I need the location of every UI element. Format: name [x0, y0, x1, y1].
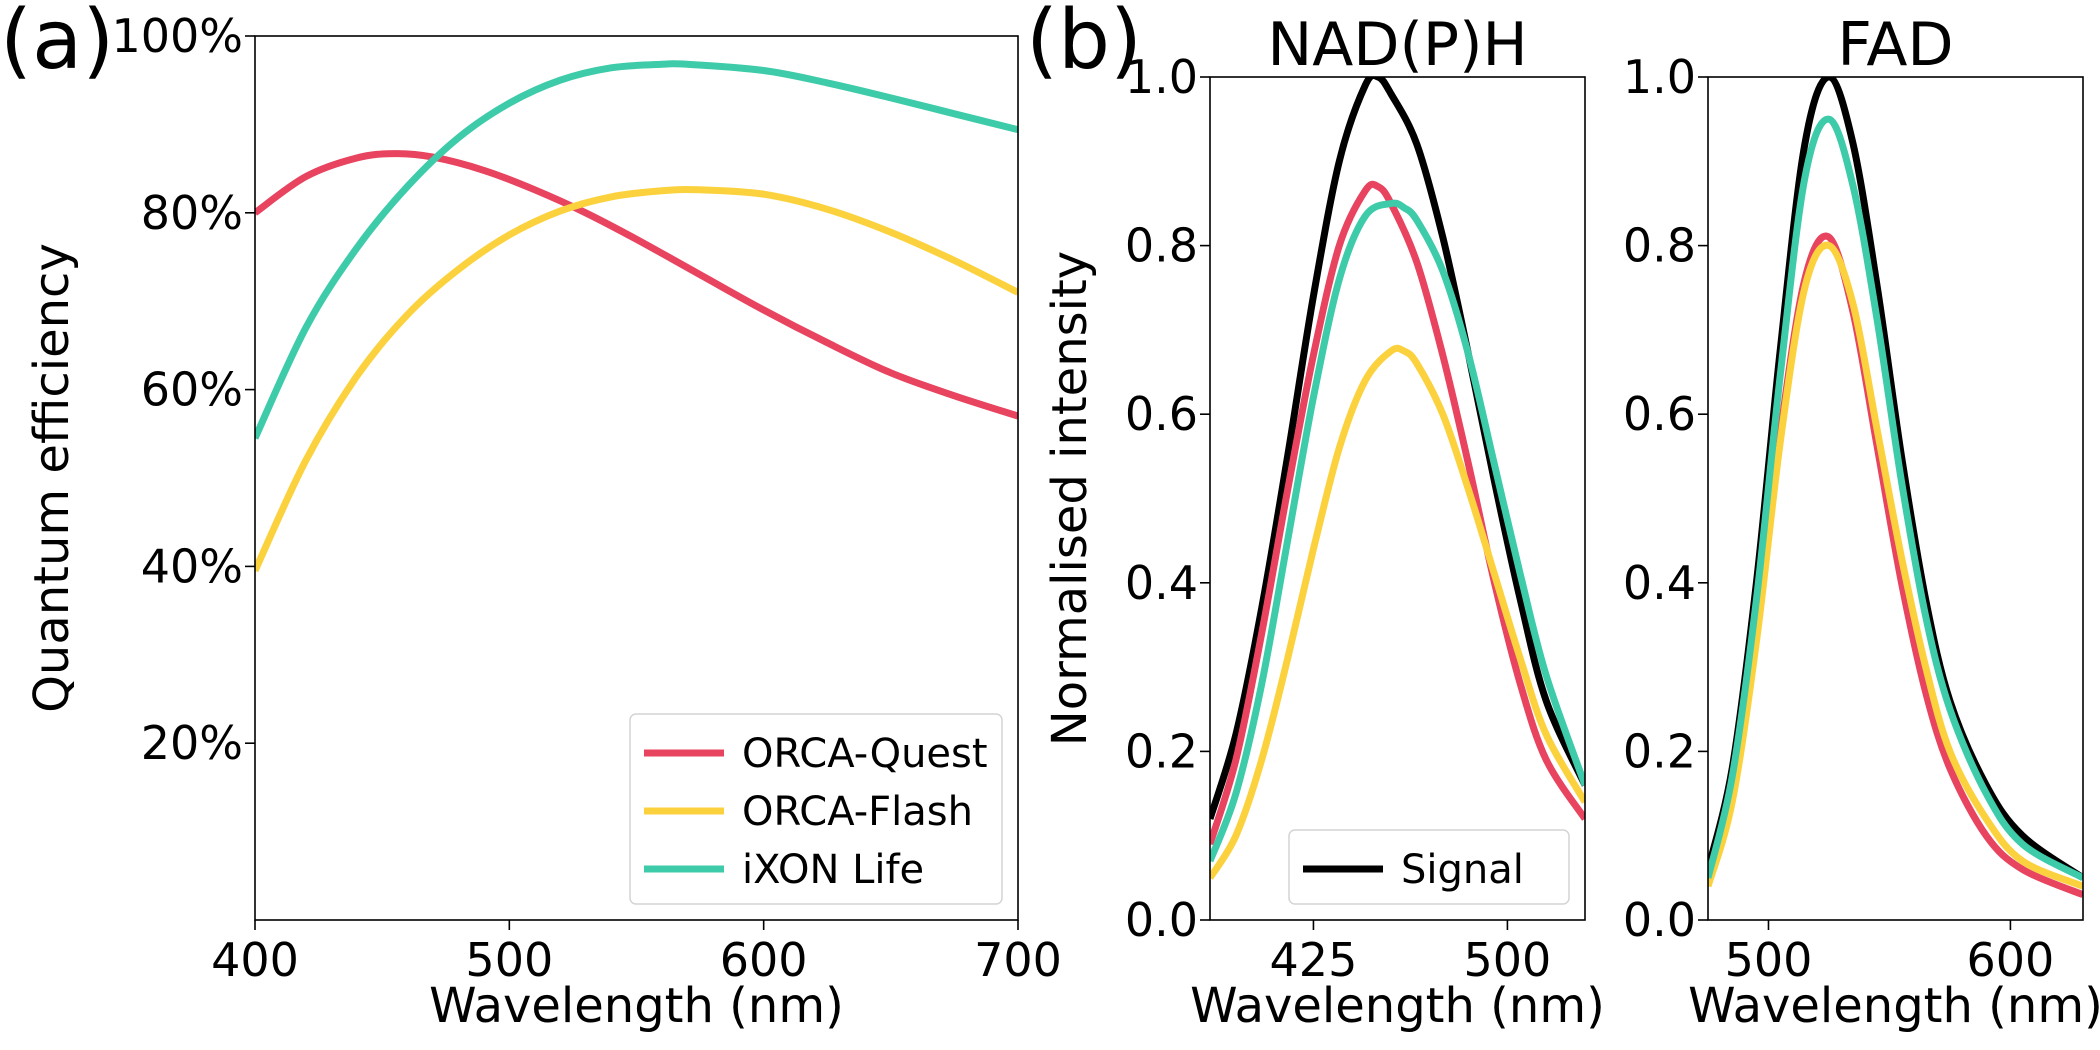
y-tick-label: 100% [111, 9, 243, 63]
y-tick-label: 0.6 [1623, 387, 1696, 441]
y-tick-label: 0.8 [1125, 219, 1198, 273]
y-tick-label: 60% [141, 363, 243, 417]
y-tick-label: 0.0 [1623, 893, 1696, 947]
panel-a-label: (a) [0, 0, 114, 88]
legend: Signal [1288, 829, 1570, 905]
y-tick-label: 0.2 [1623, 724, 1696, 778]
legend-box [1288, 829, 1570, 905]
series-line-ixon-life [1708, 115, 2083, 881]
x-tick-label: 500 [1464, 933, 1552, 987]
y-tick-label: 80% [141, 186, 243, 240]
plot-frame [254, 35, 1019, 921]
x-tick-label: 500 [1725, 933, 1813, 987]
x-axis-label: Wavelength (nm) [1190, 978, 1605, 1034]
x-tick-label: 425 [1270, 933, 1358, 987]
y-tick-label: 1.0 [1623, 50, 1696, 104]
series-line-orca-flash [1210, 344, 1585, 880]
legend-label: ORCA-Quest [742, 731, 988, 777]
x-tick-label: 600 [1967, 933, 2055, 987]
y-tick-label: 0.6 [1125, 387, 1198, 441]
y-tick-label: 0.8 [1623, 219, 1696, 273]
plot-frame [1707, 76, 2084, 921]
x-tick-label: 400 [211, 933, 299, 987]
y-tick-label: 20% [141, 716, 243, 770]
x-tick-label: 700 [974, 933, 1062, 987]
y-axis-label: Normalised intensity [1042, 251, 1098, 746]
series-line-orca-quest [255, 150, 1018, 420]
series-line-signal [1708, 77, 2083, 881]
chart-nadph: 425 500 0.0 0.2 0.4 0.6 0.8 1.0 Wavelength (nm) N… [1042, 10, 1605, 1034]
series-line-orca-flash [255, 186, 1018, 573]
legend-box [629, 713, 1003, 905]
legend-label: iXON Life [742, 847, 924, 893]
panel-b-label: (b) [1026, 0, 1142, 88]
chart-title: NAD(P)H [1267, 10, 1527, 80]
series-line-orca-flash [1708, 241, 2083, 890]
legend-label: ORCA-Flash [742, 789, 973, 835]
chart-quantum-efficiency: 400 500 600 700 20% 40% 60% 80% 100% Wavelength (… [24, 9, 1062, 1034]
chart-fad: 500 600 0.0 0.2 0.4 0.6 0.8 1.0 Wavelength (nm) F… [1623, 10, 2100, 1034]
legend: ORCA-Quest ORCA-Flash iXON Life [629, 713, 1003, 905]
plot-frame [1209, 76, 1586, 921]
y-tick-label: 0.2 [1125, 724, 1198, 778]
chart-title: FAD [1837, 10, 1953, 80]
y-tick-label: 0.0 [1125, 893, 1198, 947]
series-line-orca-quest [1210, 180, 1585, 846]
series-line-signal [1210, 77, 1585, 820]
x-axis-label: Wavelength (nm) [1688, 978, 2100, 1034]
series-line-ixon-life [1210, 199, 1585, 863]
y-tick-label: 0.4 [1125, 556, 1198, 610]
legend-label: Signal [1401, 847, 1524, 893]
y-tick-label: 1.0 [1125, 50, 1198, 104]
series-line-ixon-life [255, 60, 1018, 440]
y-tick-label: 40% [141, 539, 243, 593]
y-tick-label: 0.4 [1623, 556, 1696, 610]
x-axis-label: Wavelength (nm) [429, 978, 844, 1034]
x-tick-label: 500 [465, 933, 553, 987]
x-tick-label: 600 [720, 933, 808, 987]
y-axis-label: Quantum efficiency [24, 243, 80, 713]
